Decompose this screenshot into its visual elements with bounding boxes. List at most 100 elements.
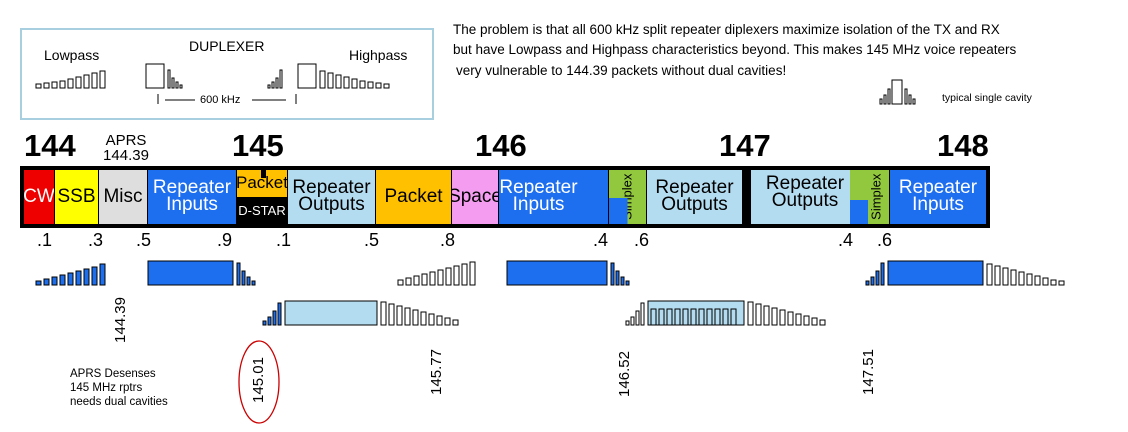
lowpass-label: Lowpass bbox=[44, 47, 100, 63]
segment-ssb: SSB bbox=[55, 170, 98, 224]
segment-repeater-outputs-1: Repeater Outputs bbox=[288, 170, 375, 224]
rolloff-bar bbox=[179, 84, 183, 89]
input-pass-block bbox=[147, 260, 234, 286]
lowpass-bar bbox=[51, 81, 58, 89]
lowpass-bar bbox=[35, 83, 42, 89]
input-rolloff-bar bbox=[875, 270, 880, 286]
highpass-tail-bar bbox=[1058, 280, 1065, 286]
tick-144-1: .1 bbox=[37, 230, 53, 250]
output-rolloff-bar bbox=[262, 320, 267, 326]
overlap-bar bbox=[650, 308, 657, 326]
input-rolloff-bar bbox=[620, 276, 625, 286]
aprs-note-line-1: APRS Desenses bbox=[70, 368, 156, 380]
lowpass-bar bbox=[67, 78, 74, 89]
tick-146-4: .4 bbox=[593, 230, 609, 250]
output-lowpass-bar bbox=[412, 309, 419, 326]
tick-145-5: .5 bbox=[364, 230, 380, 250]
overlap-bar bbox=[714, 308, 721, 326]
aprs-freq: 144.39 bbox=[103, 147, 149, 164]
rolloff-bar bbox=[171, 77, 175, 89]
duplexer-filter-bars bbox=[35, 63, 390, 89]
input-lowpass-bar bbox=[99, 263, 106, 286]
duplexer-title: DUPLEXER bbox=[189, 38, 265, 54]
input-rolloff-bar bbox=[865, 280, 870, 286]
note-line-3: very vulnerable to 144.39 packets withou… bbox=[456, 63, 787, 78]
overlap-bar bbox=[658, 308, 665, 326]
highpass-bar bbox=[327, 72, 334, 89]
rolloff-bar bbox=[267, 84, 271, 89]
mhz-label-147: 147 bbox=[719, 128, 771, 163]
segment-repeater-outputs-2: Repeater Outputs bbox=[647, 170, 742, 224]
input-lowpass-bar bbox=[75, 270, 82, 286]
cavity-bar bbox=[879, 98, 883, 105]
mhz-label-148: 148 bbox=[937, 128, 989, 163]
highpass-bar bbox=[383, 83, 390, 89]
highlight-circle bbox=[238, 340, 280, 424]
output-highpass-bar bbox=[421, 273, 428, 286]
highpass-tail-bar bbox=[1050, 279, 1057, 286]
lowpass-bar bbox=[59, 80, 66, 89]
output-lowpass-bar bbox=[452, 319, 459, 326]
segment-repeater-inputs-2: Repeater Inputs bbox=[499, 170, 608, 224]
output-lowpass-bar-2 bbox=[787, 311, 794, 326]
output-highpass-bar bbox=[461, 263, 468, 286]
input-rolloff-bar bbox=[246, 276, 251, 286]
segment-dstar: D-STAR bbox=[237, 198, 287, 224]
highpass-bar bbox=[359, 80, 366, 89]
input-lowpass-bar bbox=[43, 278, 50, 286]
output-rolloff-bar bbox=[625, 320, 630, 326]
packet-divider-bottom bbox=[261, 217, 266, 224]
output-lowpass-bar bbox=[444, 317, 451, 326]
overlap-bar bbox=[674, 308, 681, 326]
output-rolloff-bar bbox=[630, 316, 635, 326]
input-rolloff-bar bbox=[610, 262, 615, 286]
highpass-bar bbox=[343, 76, 350, 89]
output-lowpass-bar bbox=[380, 301, 387, 326]
note-line-2: but have Lowpass and Highpass characteri… bbox=[453, 42, 1017, 57]
mhz-label-145: 145 bbox=[232, 128, 284, 163]
lowpass-bar bbox=[91, 72, 98, 89]
output-highpass-bar bbox=[405, 277, 412, 286]
output-lowpass-bar bbox=[396, 305, 403, 326]
highpass-bar bbox=[335, 74, 342, 89]
output-highpass-bar bbox=[469, 261, 476, 286]
note-line-1: The problem is that all 600 kHz split re… bbox=[453, 22, 1000, 37]
tick-145-1: .1 bbox=[276, 230, 292, 250]
output-rolloff-bar bbox=[640, 302, 645, 326]
output-lowpass-bar bbox=[436, 315, 443, 326]
pass-bar bbox=[297, 63, 317, 89]
overlap-bar bbox=[666, 308, 673, 326]
tick-147-4: .4 bbox=[838, 230, 854, 250]
freq-label-146-52: 146.52 bbox=[616, 351, 633, 397]
mhz-label-144: 144 bbox=[24, 128, 76, 163]
highpass-tail-bar bbox=[986, 263, 993, 286]
segment-repeater-inputs-1: Repeater Inputs bbox=[148, 170, 236, 224]
output-lowpass-bar-2 bbox=[755, 303, 762, 326]
output-lowpass-bar bbox=[404, 307, 411, 326]
rolloff-bar bbox=[275, 77, 279, 89]
highpass-bar bbox=[375, 82, 382, 89]
band-plan-bar: CW SSB Misc Repeater Inputs Packet D-STA… bbox=[20, 166, 990, 228]
input-rolloff-bar bbox=[251, 280, 256, 286]
input-lowpass-bar bbox=[35, 280, 42, 286]
output-lowpass-bar bbox=[428, 313, 435, 326]
input-rolloff-bar bbox=[625, 280, 630, 286]
output-lowpass-bar bbox=[420, 311, 427, 326]
input-lowpass-bar bbox=[59, 274, 66, 286]
filter-response-graphic bbox=[35, 260, 1065, 326]
output-highpass-bar bbox=[445, 267, 452, 286]
notch-input-overlap-2 bbox=[850, 200, 868, 224]
highpass-label: Highpass bbox=[349, 47, 408, 63]
aprs-note-line-3: needs dual cavities bbox=[70, 396, 168, 408]
input-lowpass-bar bbox=[51, 276, 58, 286]
input-rolloff-bar bbox=[880, 262, 885, 286]
segment-misc: Misc bbox=[99, 170, 147, 224]
output-lowpass-bar bbox=[388, 303, 395, 326]
spacing-marker bbox=[157, 94, 297, 104]
aprs-note-line-2: 145 MHz rptrs bbox=[70, 382, 143, 394]
output-rolloff-bar bbox=[635, 310, 640, 326]
output-lowpass-bar-2 bbox=[779, 309, 786, 326]
overlap-bar bbox=[690, 308, 697, 326]
overlap-bar bbox=[706, 308, 713, 326]
